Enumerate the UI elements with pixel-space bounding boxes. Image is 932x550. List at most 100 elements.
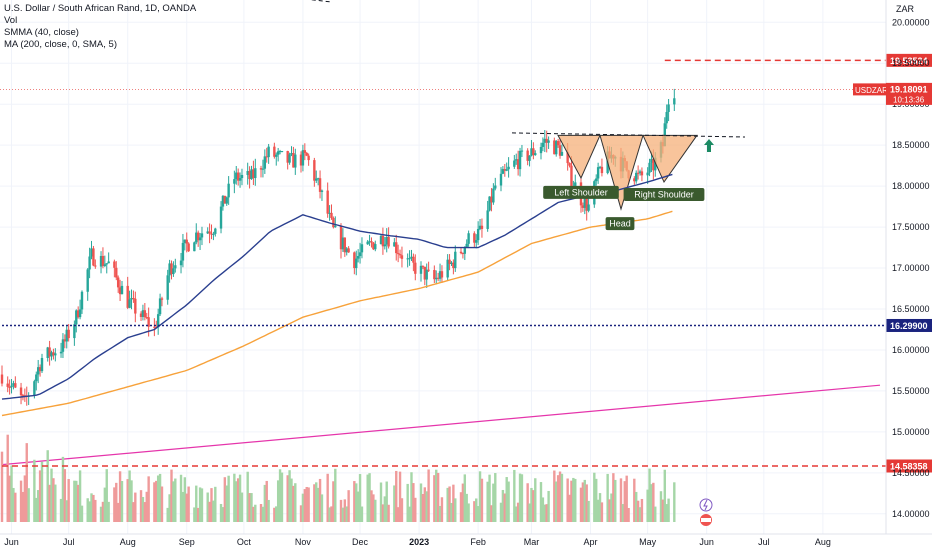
volume-bar [421, 493, 425, 522]
time-axis[interactable]: Jun Jul Aug Sep Oct Nov Dec 2023 Feb Mar Apr May Jun… [0, 533, 932, 547]
head-and-shoulders-pattern [511, 132, 746, 211]
candle-body [381, 235, 385, 247]
volume-bar [92, 494, 95, 522]
volume-bar [156, 475, 160, 522]
volume-bar [663, 469, 666, 522]
volume-bar [372, 494, 375, 522]
candle-body [358, 252, 362, 257]
candle-body [78, 309, 82, 318]
candle-body [526, 150, 529, 161]
volume-bar [438, 505, 442, 522]
candle-body [54, 353, 57, 356]
candle-body [530, 148, 533, 156]
candle-body [10, 385, 13, 388]
volume-bar [381, 504, 385, 522]
candle-body [223, 195, 227, 204]
candle-body [476, 228, 480, 241]
candle-body [499, 173, 503, 186]
volume-bar [145, 491, 148, 522]
candle-body [673, 98, 676, 105]
candle-body [248, 171, 251, 180]
volume-bar [574, 478, 577, 522]
volume-bar [532, 490, 535, 522]
candle-body [446, 259, 449, 278]
volume-bar [473, 501, 476, 522]
candle-body [374, 244, 377, 250]
level-tag-0 [886, 53, 932, 67]
candle-body [183, 239, 187, 243]
candle-body [99, 255, 103, 267]
price-axis[interactable]: 19.53524 16.29900 14.58358 ZAR 20.00000 19.50… [853, 0, 932, 534]
candle-body [238, 178, 242, 181]
volume-bar [210, 488, 213, 522]
candle-body [558, 145, 562, 156]
candle-body [286, 150, 289, 163]
volume-bar [187, 486, 190, 522]
volume-bar [600, 502, 604, 522]
legend-smma: SMMA (40, close) [4, 27, 79, 38]
candle-body [318, 178, 322, 192]
candle-body [48, 347, 51, 357]
candle-body [425, 269, 428, 280]
horizontal-levels [0, 59, 886, 467]
volume-bar [288, 470, 291, 522]
volume-bar [238, 474, 242, 522]
volume-bar [435, 469, 438, 522]
smma-line [1, 173, 673, 400]
candle-body [636, 172, 640, 174]
volume-bar [410, 472, 413, 522]
candle-body [583, 197, 586, 208]
candle-body [6, 383, 9, 387]
candle-body [560, 151, 564, 156]
volume-bar [265, 480, 268, 522]
left-shoulder-shape [557, 134, 601, 180]
dividend-event-icon [699, 498, 713, 512]
candle-body [355, 258, 358, 269]
candle-body [581, 205, 585, 208]
volume-bar [427, 469, 430, 522]
pattern-annotations: Left Shoulder Head Right Shoulder [543, 139, 714, 231]
candle-body [166, 275, 169, 300]
candle-body [395, 242, 398, 254]
volume-bar [570, 480, 573, 522]
candle-body [252, 169, 255, 179]
candle-body [46, 347, 49, 359]
candle-body [126, 285, 129, 308]
flag-stripe-icon [701, 518, 711, 522]
volume-bar [290, 478, 293, 522]
candle-body [261, 168, 265, 170]
level-label-1: 16.29900 [890, 321, 928, 331]
volume-bar [545, 504, 548, 522]
candle-body [128, 299, 131, 308]
volume-bar [459, 492, 463, 522]
candle-body [600, 166, 604, 174]
candle-body [132, 298, 135, 300]
candle-body [640, 171, 644, 176]
volume-bar [65, 500, 68, 522]
volume-bar [467, 503, 470, 522]
volume-bar [320, 494, 324, 522]
candle-body [490, 196, 493, 203]
volume-bar [516, 502, 520, 522]
volume-bar [141, 496, 145, 522]
volume-bar [59, 498, 63, 522]
candle-body [50, 352, 53, 357]
volume-bar [560, 473, 564, 522]
head-shape [599, 134, 644, 211]
candle-body [19, 387, 23, 396]
volume-bar [621, 504, 625, 522]
volume-bar [370, 490, 373, 522]
volume-bar [393, 485, 396, 522]
volume-bar [48, 484, 51, 522]
candle-body [265, 156, 268, 158]
volume-bar [494, 473, 497, 522]
currency-label: ZAR [896, 4, 915, 14]
candle-body [368, 241, 371, 243]
candle-body [461, 253, 465, 255]
volume-bar [408, 506, 411, 522]
candle-body [116, 277, 120, 288]
volume-bar [261, 506, 265, 522]
volume-bar [305, 486, 308, 522]
x-tick-label: Nov [295, 537, 312, 547]
